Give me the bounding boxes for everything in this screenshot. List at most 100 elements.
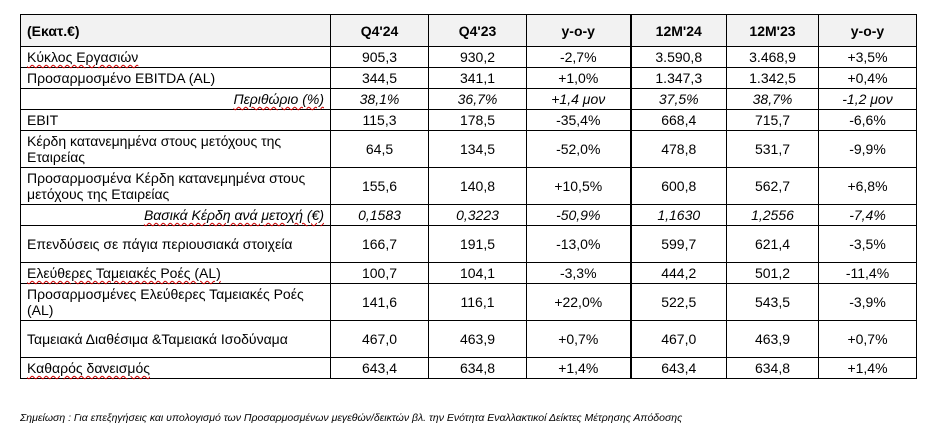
cell-yoy-annual: -3,9% bbox=[818, 283, 917, 321]
financial-results-table: (Εκατ.€) Q4'24 Q4'23 y-o-y 12M'24 12M'23… bbox=[20, 14, 917, 379]
cell-12m-24: 1.347,3 bbox=[630, 67, 727, 89]
cell-yoy-quarter: +1,0% bbox=[526, 67, 632, 89]
row-label: Βασικά Κέρδη ανά μετοχή (€) bbox=[20, 204, 331, 226]
cell-12m-23: 38,7% bbox=[726, 88, 819, 110]
table-row: Βασικά Κέρδη ανά μετοχή (€) 0,1583 0,322… bbox=[20, 204, 917, 226]
cell-12m-24: 444,2 bbox=[630, 262, 727, 284]
table-row: Προσαρμοσμένες Ελεύθερες Ταμειακές Ροές … bbox=[20, 283, 917, 321]
cell-12m-23: 463,9 bbox=[726, 320, 819, 358]
cell-yoy-annual: -6,6% bbox=[818, 109, 917, 131]
cell-yoy-annual: +0,7% bbox=[818, 320, 917, 358]
cell-q4-24: 467,0 bbox=[330, 320, 429, 358]
cell-q4-23: 36,7% bbox=[428, 88, 527, 110]
cell-q4-24: 64,5 bbox=[330, 130, 429, 168]
cell-yoy-quarter: -2,7% bbox=[526, 46, 632, 68]
cell-yoy-annual: -9,9% bbox=[818, 130, 917, 168]
row-label: Κέρδη κατανεμημένα στους μετόχους της Ετ… bbox=[20, 130, 331, 168]
cell-12m-23: 562,7 bbox=[726, 167, 819, 205]
cell-yoy-quarter: +22,0% bbox=[526, 283, 632, 321]
cell-q4-24: 100,7 bbox=[330, 262, 429, 284]
cell-yoy-annual: +3,5% bbox=[818, 46, 917, 68]
cell-q4-23: 191,5 bbox=[428, 225, 527, 263]
row-label: Επενδύσεις σε πάγια περιουσιακά στοιχεία bbox=[20, 225, 331, 263]
table-header-row: (Εκατ.€) Q4'24 Q4'23 y-o-y 12M'24 12M'23… bbox=[20, 14, 917, 47]
cell-12m-24: 600,8 bbox=[630, 167, 727, 205]
cell-12m-24: 599,7 bbox=[630, 225, 727, 263]
table-row: Επενδύσεις σε πάγια περιουσιακά στοιχεία… bbox=[20, 225, 917, 263]
cell-q4-24: 38,1% bbox=[330, 88, 429, 110]
cell-q4-23: 0,3223 bbox=[428, 204, 527, 226]
cell-yoy-quarter: +10,5% bbox=[526, 167, 632, 205]
header-12m-23: 12M'23 bbox=[726, 14, 819, 47]
row-label: Ελεύθερες Ταμειακές Ροές (AL) bbox=[20, 262, 331, 284]
row-label: Προσαρμοσμένα Κέρδη κατανεμημένα στους μ… bbox=[20, 167, 331, 205]
table-row: EBIT 115,3 178,5 -35,4% 668,4 715,7 -6,6… bbox=[20, 109, 917, 131]
header-q4-23: Q4'23 bbox=[428, 14, 527, 47]
header-q4-24: Q4'24 bbox=[330, 14, 429, 47]
cell-yoy-annual: -7,4% bbox=[818, 204, 917, 226]
row-label: EBIT bbox=[20, 109, 331, 131]
cell-q4-24: 141,6 bbox=[330, 283, 429, 321]
table-row: Προσαρμοσμένα Κέρδη κατανεμημένα στους μ… bbox=[20, 167, 917, 205]
cell-q4-23: 463,9 bbox=[428, 320, 527, 358]
header-yoy-quarter: y-o-y bbox=[526, 14, 632, 47]
cell-12m-23: 715,7 bbox=[726, 109, 819, 131]
cell-q4-24: 905,3 bbox=[330, 46, 429, 68]
cell-12m-24: 668,4 bbox=[630, 109, 727, 131]
cell-q4-24: 115,3 bbox=[330, 109, 429, 131]
header-unit: (Εκατ.€) bbox=[20, 14, 331, 47]
row-label: Ταμειακά Διαθέσιμα &Ταμειακά Ισοδύναμα bbox=[20, 320, 331, 358]
header-yoy-annual: y-o-y bbox=[818, 14, 917, 47]
table-row: Ελεύθερες Ταμειακές Ροές (AL) 100,7 104,… bbox=[20, 262, 917, 284]
header-12m-24: 12M'24 bbox=[630, 14, 727, 47]
cell-q4-24: 0,1583 bbox=[330, 204, 429, 226]
table-row: Κέρδη κατανεμημένα στους μετόχους της Ετ… bbox=[20, 130, 917, 168]
footnote: Σημείωση : Για επεξηγήσεις και υπολογισμ… bbox=[20, 412, 683, 424]
row-label: Προσαρμοσμένο EBITDA (AL) bbox=[20, 67, 331, 89]
cell-12m-23: 531,7 bbox=[726, 130, 819, 168]
cell-12m-24: 467,0 bbox=[630, 320, 727, 358]
table-row: Προσαρμοσμένο EBITDA (AL) 344,5 341,1 +1… bbox=[20, 67, 917, 89]
cell-yoy-quarter: -13,0% bbox=[526, 225, 632, 263]
cell-12m-23: 1.342,5 bbox=[726, 67, 819, 89]
cell-yoy-annual: +1,4% bbox=[818, 357, 917, 379]
cell-12m-24: 37,5% bbox=[630, 88, 727, 110]
cell-q4-24: 166,7 bbox=[330, 225, 429, 263]
cell-12m-23: 634,8 bbox=[726, 357, 819, 379]
cell-12m-23: 543,5 bbox=[726, 283, 819, 321]
cell-q4-24: 643,4 bbox=[330, 357, 429, 379]
table-row: Περιθώριο (%) 38,1% 36,7% +1,4 μον 37,5%… bbox=[20, 88, 917, 110]
row-label: Καθαρός δανεισμός bbox=[20, 357, 331, 379]
cell-yoy-annual: -3,5% bbox=[818, 225, 917, 263]
cell-q4-23: 341,1 bbox=[428, 67, 527, 89]
cell-12m-24: 478,8 bbox=[630, 130, 727, 168]
cell-12m-23: 3.468,9 bbox=[726, 46, 819, 68]
table-row: Κύκλος Εργασιών 905,3 930,2 -2,7% 3.590,… bbox=[20, 46, 917, 68]
cell-12m-23: 1,2556 bbox=[726, 204, 819, 226]
cell-yoy-quarter: +1,4% bbox=[526, 357, 632, 379]
cell-yoy-quarter: -50,9% bbox=[526, 204, 632, 226]
cell-q4-23: 178,5 bbox=[428, 109, 527, 131]
row-label: Προσαρμοσμένες Ελεύθερες Ταμειακές Ροές … bbox=[20, 283, 331, 321]
cell-12m-24: 3.590,8 bbox=[630, 46, 727, 68]
cell-q4-24: 344,5 bbox=[330, 67, 429, 89]
cell-12m-23: 501,2 bbox=[726, 262, 819, 284]
cell-12m-24: 522,5 bbox=[630, 283, 727, 321]
row-label: Κύκλος Εργασιών bbox=[20, 46, 331, 68]
cell-q4-23: 140,8 bbox=[428, 167, 527, 205]
cell-yoy-quarter: -52,0% bbox=[526, 130, 632, 168]
cell-12m-23: 621,4 bbox=[726, 225, 819, 263]
cell-q4-23: 116,1 bbox=[428, 283, 527, 321]
cell-q4-23: 634,8 bbox=[428, 357, 527, 379]
cell-yoy-annual: -11,4% bbox=[818, 262, 917, 284]
cell-yoy-annual: +6,8% bbox=[818, 167, 917, 205]
cell-yoy-quarter: +1,4 μον bbox=[526, 88, 632, 110]
cell-q4-24: 155,6 bbox=[330, 167, 429, 205]
cell-yoy-annual: -1,2 μον bbox=[818, 88, 917, 110]
cell-12m-24: 643,4 bbox=[630, 357, 727, 379]
cell-yoy-annual: +0,4% bbox=[818, 67, 917, 89]
cell-q4-23: 930,2 bbox=[428, 46, 527, 68]
table-row: Καθαρός δανεισμός 643,4 634,8 +1,4% 643,… bbox=[20, 357, 917, 379]
cell-yoy-quarter: -3,3% bbox=[526, 262, 632, 284]
row-label: Περιθώριο (%) bbox=[20, 88, 331, 110]
